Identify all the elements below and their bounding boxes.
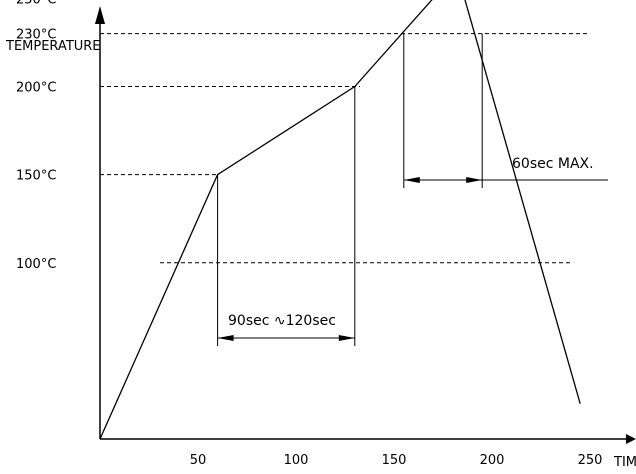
- x-tick-label: 250: [578, 453, 603, 468]
- soak-annotation: 90sec ∿120sec: [228, 313, 336, 329]
- tick-labels: 100°C 150°C 200°C 230°C 250°C 50 100 150 200 250: [16, 0, 602, 468]
- x-tick-label: 50: [190, 453, 207, 468]
- soak-arrow-right: [338, 335, 355, 341]
- y-tick-label: 150°C: [16, 169, 56, 184]
- y-tick-label: 200°C: [16, 81, 56, 96]
- y-axis-arrow: [95, 6, 105, 24]
- profile-line: [99, 0, 581, 440]
- temperature-profile: [99, 0, 581, 440]
- x-tick-label: 100: [284, 453, 309, 468]
- x-tick-label: 150: [382, 453, 407, 468]
- peak-annotation: 60sec MAX.: [512, 156, 594, 172]
- x-tick-label: 200: [480, 453, 505, 468]
- x-axis-arrow: [626, 434, 636, 444]
- reference-lines: [100, 33, 588, 264]
- soak-arrow-left: [217, 335, 234, 341]
- y-tick-label: 100°C: [16, 257, 56, 272]
- y-tick-label: 230°C: [16, 28, 56, 43]
- axes: [95, 6, 636, 444]
- peak-arrow-left: [403, 177, 420, 183]
- x-axis-label: TIME: [613, 455, 636, 470]
- annotations: [217, 33, 608, 346]
- y-tick-label: 250°C: [16, 0, 56, 7]
- peak-arrow-right: [466, 177, 483, 183]
- y-axis-label: TEMPERATURE: [5, 39, 101, 54]
